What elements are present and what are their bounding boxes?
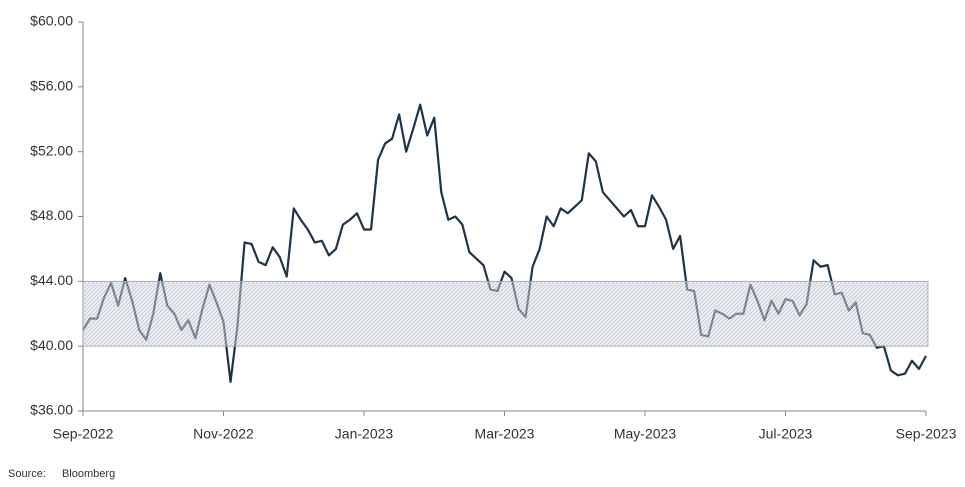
source: Bloomberg xyxy=(62,468,115,480)
x-tick-label: Jul-2023 xyxy=(759,426,813,442)
y-tick-label: $56.00 xyxy=(30,78,73,94)
x-tick-label: Jan-2023 xyxy=(335,426,394,442)
y-tick-label: $36.00 xyxy=(30,402,73,418)
y-tick-label: $44.00 xyxy=(30,272,73,288)
y-tick-label: $52.00 xyxy=(30,142,73,158)
x-tick-label: May-2023 xyxy=(614,426,676,442)
x-tick-label: Mar-2023 xyxy=(475,426,535,442)
y-tick-label: $40.00 xyxy=(30,337,73,353)
x-tick-label: Sep-2023 xyxy=(896,426,957,442)
y-tick-label: $60.00 xyxy=(30,13,73,29)
y-tick-label: $48.00 xyxy=(30,207,73,223)
x-tick-label: Sep-2022 xyxy=(53,426,114,442)
x-tick-label: Nov-2022 xyxy=(193,426,254,442)
source-label: Source: xyxy=(8,468,46,480)
range-band xyxy=(82,280,929,347)
